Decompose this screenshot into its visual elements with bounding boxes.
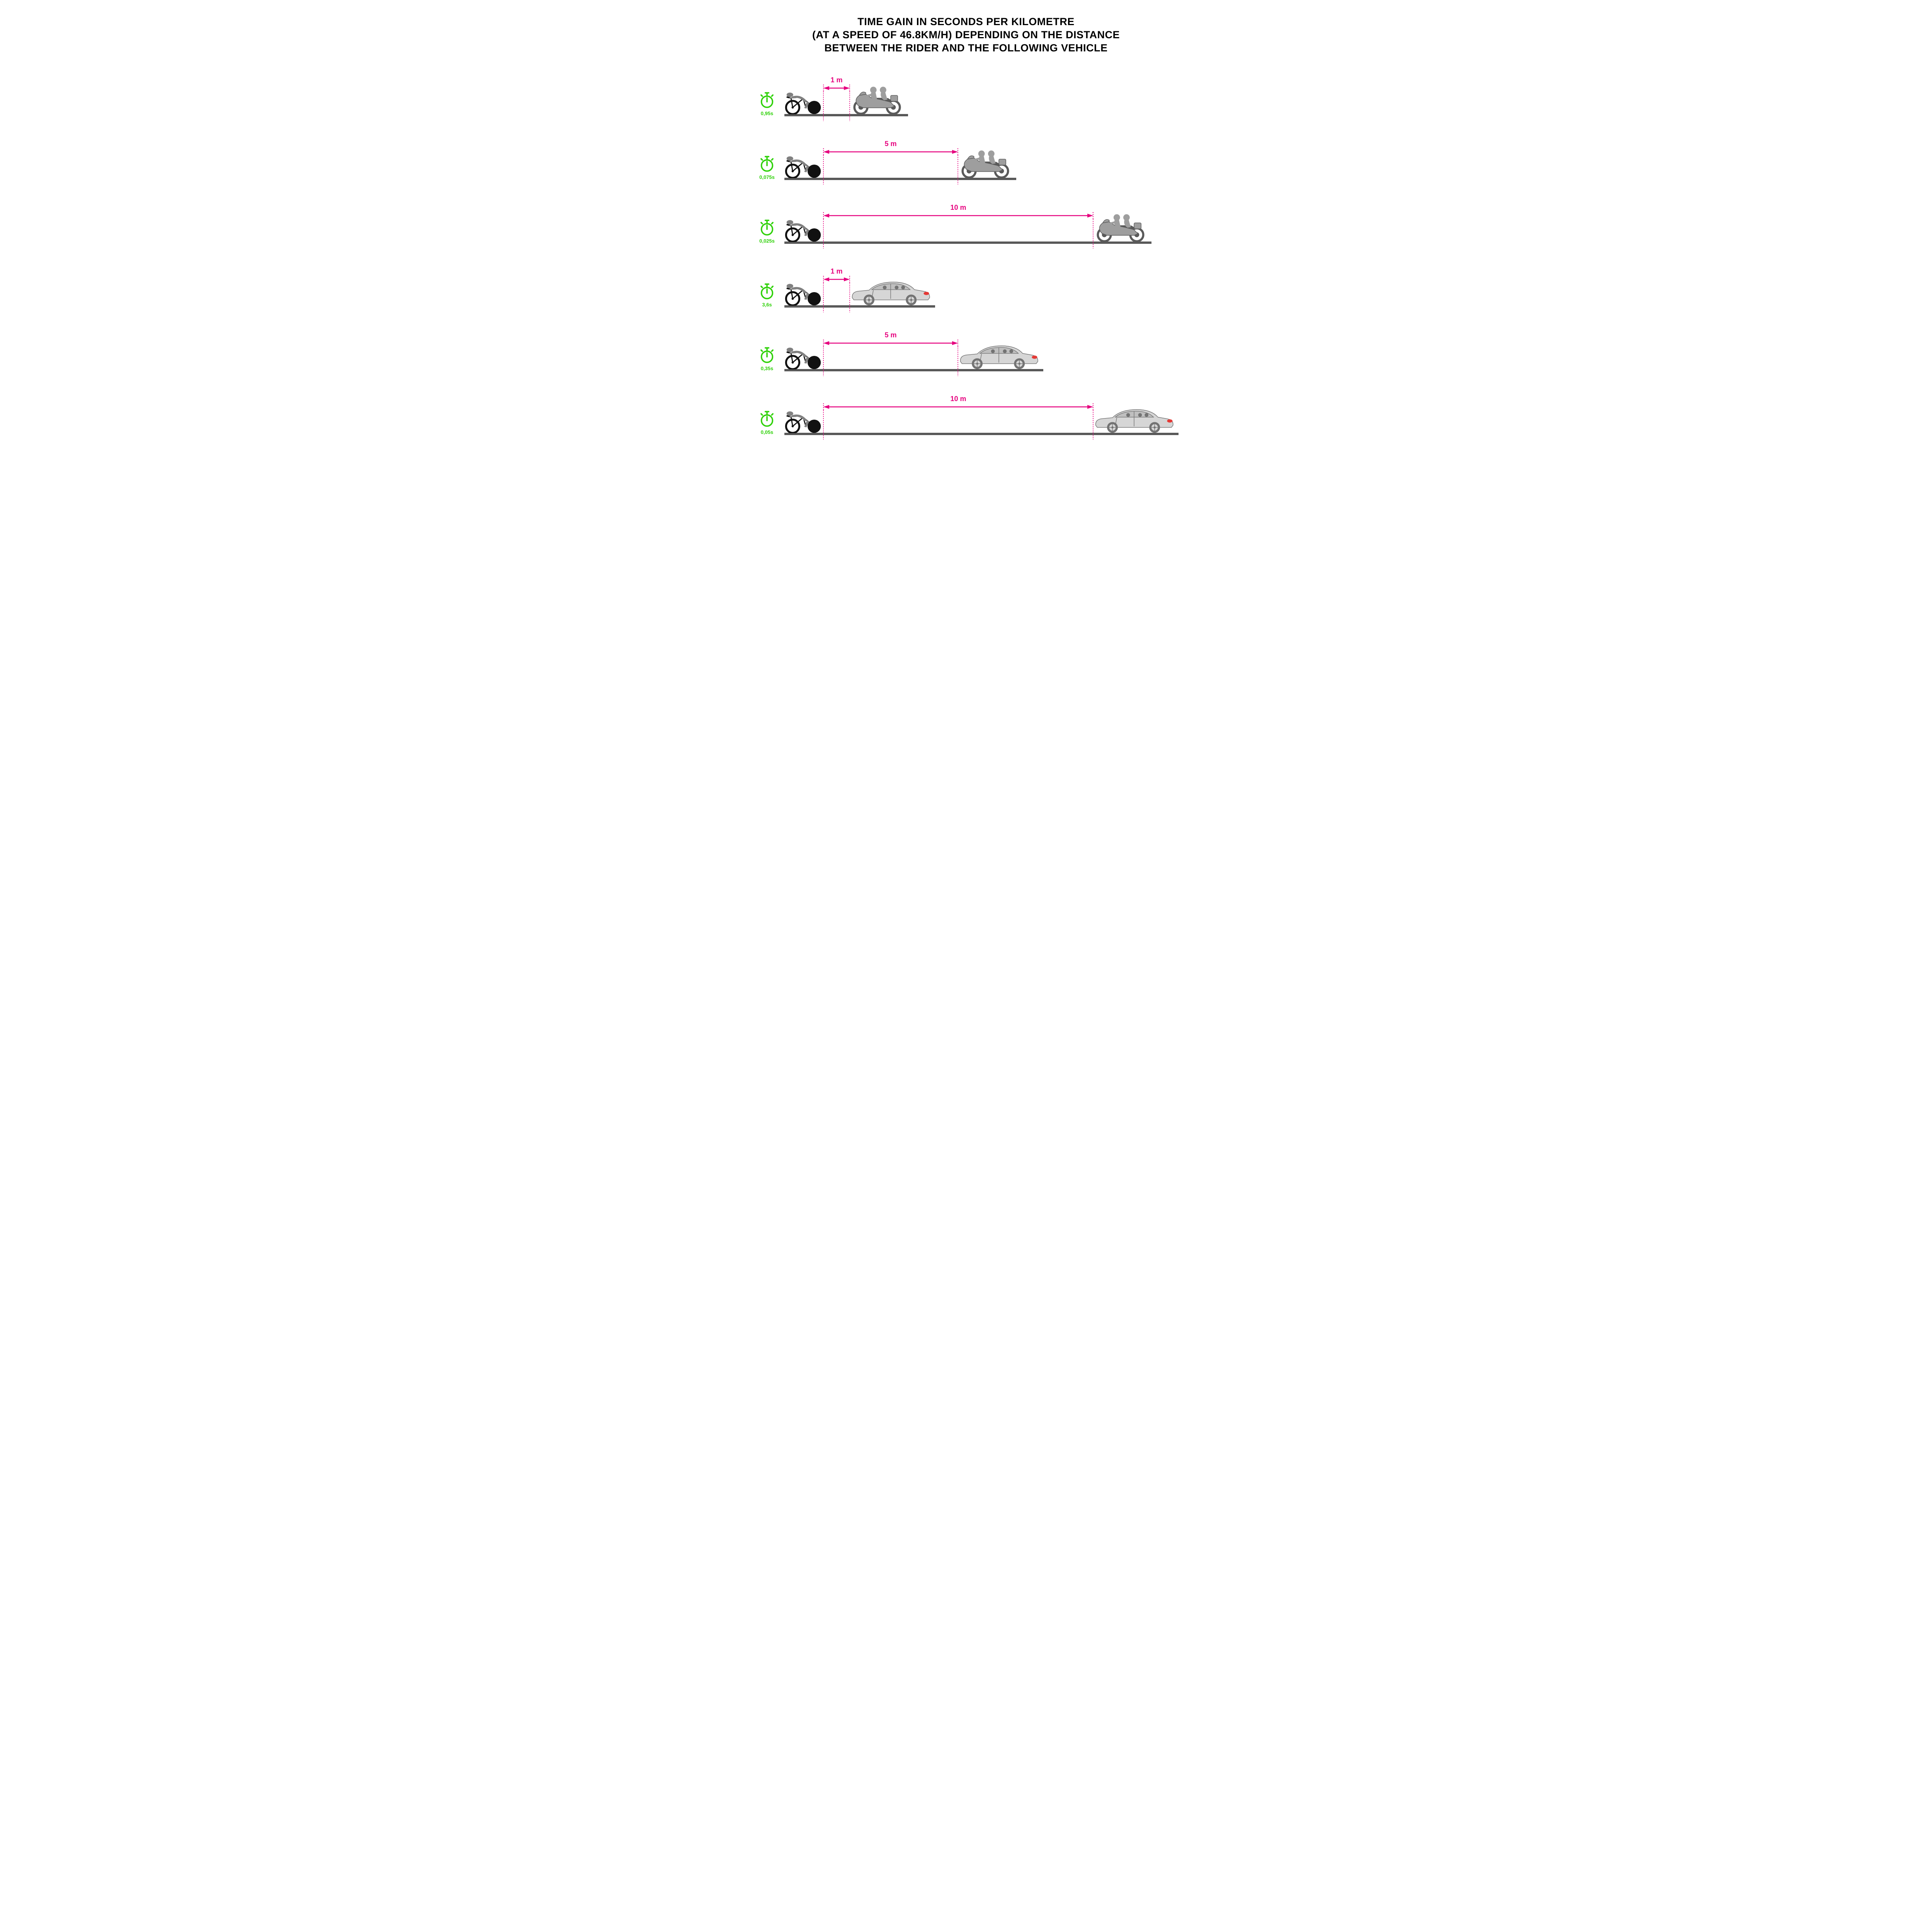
gap-bracket <box>823 403 1094 412</box>
stopwatch-icon <box>758 346 776 364</box>
stopwatch-column: 0,35s <box>753 346 781 371</box>
gap-distance-label: 5 m <box>884 140 896 148</box>
motorcycle-icon <box>958 145 1012 180</box>
stopwatch-column: 0,025s <box>753 219 781 244</box>
gap-bracket <box>823 148 958 157</box>
stopwatch-column: 0,95s <box>753 91 781 116</box>
motorcycle-icon <box>1094 208 1148 244</box>
scene: 1 m <box>784 74 1179 116</box>
car-icon <box>958 340 1039 372</box>
cyclist-icon <box>784 277 823 308</box>
gap-bracket <box>823 85 850 94</box>
rows-wrapper: 0,95s <box>753 74 1179 435</box>
scenario-row: 0,025s <box>753 201 1179 244</box>
time-gain-label: 0,05s <box>761 429 774 435</box>
title-line-2: (AT A SPEED OF 46.8KM/H) DEPENDING ON TH… <box>753 29 1179 42</box>
stopwatch-icon <box>758 410 776 428</box>
gap-bracket <box>823 212 1094 221</box>
title-line-1: TIME GAIN IN SECONDS PER KILOMETRE <box>753 15 1179 29</box>
time-gain-label: 0,075s <box>759 174 775 180</box>
stopwatch-icon <box>758 282 776 300</box>
cyclist-icon <box>784 149 823 180</box>
infographic-container: TIME GAIN IN SECONDS PER KILOMETRE (AT A… <box>753 15 1179 435</box>
car-icon <box>1094 404 1175 435</box>
stopwatch-icon <box>758 219 776 236</box>
page-title: TIME GAIN IN SECONDS PER KILOMETRE (AT A… <box>753 15 1179 54</box>
scene: 10 m <box>784 201 1179 244</box>
stopwatch-column: 3,6s <box>753 282 781 308</box>
title-line-3: BETWEEN THE RIDER AND THE FOLLOWING VEHI… <box>753 42 1179 55</box>
gap-distance-label: 1 m <box>830 76 842 84</box>
gap-distance-label: 10 m <box>950 204 966 212</box>
time-gain-label: 0,025s <box>759 238 775 244</box>
scene: 5 m <box>784 329 1179 371</box>
time-gain-label: 3,6s <box>762 302 772 308</box>
gap-distance-label: 5 m <box>884 331 896 339</box>
time-gain-label: 0,35s <box>761 366 774 371</box>
cyclist-icon <box>784 340 823 371</box>
stopwatch-column: 0,05s <box>753 410 781 435</box>
cyclist-icon <box>784 404 823 435</box>
cyclist-icon <box>784 85 823 116</box>
scenario-row: 0,05s <box>753 393 1179 435</box>
gap-bracket <box>823 276 850 285</box>
scenario-row: 0,075s <box>753 138 1179 180</box>
stopwatch-icon <box>758 155 776 173</box>
car-icon <box>850 277 931 308</box>
scenario-row: 3,6s <box>753 265 1179 308</box>
scenario-row: 0,35s <box>753 329 1179 371</box>
gap-bracket <box>823 340 958 349</box>
scene: 5 m <box>784 138 1179 180</box>
scenario-row: 0,95s <box>753 74 1179 116</box>
scene: 1 m <box>784 265 1179 308</box>
motorcycle-icon <box>850 81 904 116</box>
stopwatch-column: 0,075s <box>753 155 781 180</box>
time-gain-label: 0,95s <box>761 111 774 116</box>
scene: 10 m <box>784 393 1179 435</box>
stopwatch-icon <box>758 91 776 109</box>
gap-distance-label: 1 m <box>830 267 842 276</box>
gap-distance-label: 10 m <box>950 395 966 403</box>
cyclist-icon <box>784 213 823 244</box>
